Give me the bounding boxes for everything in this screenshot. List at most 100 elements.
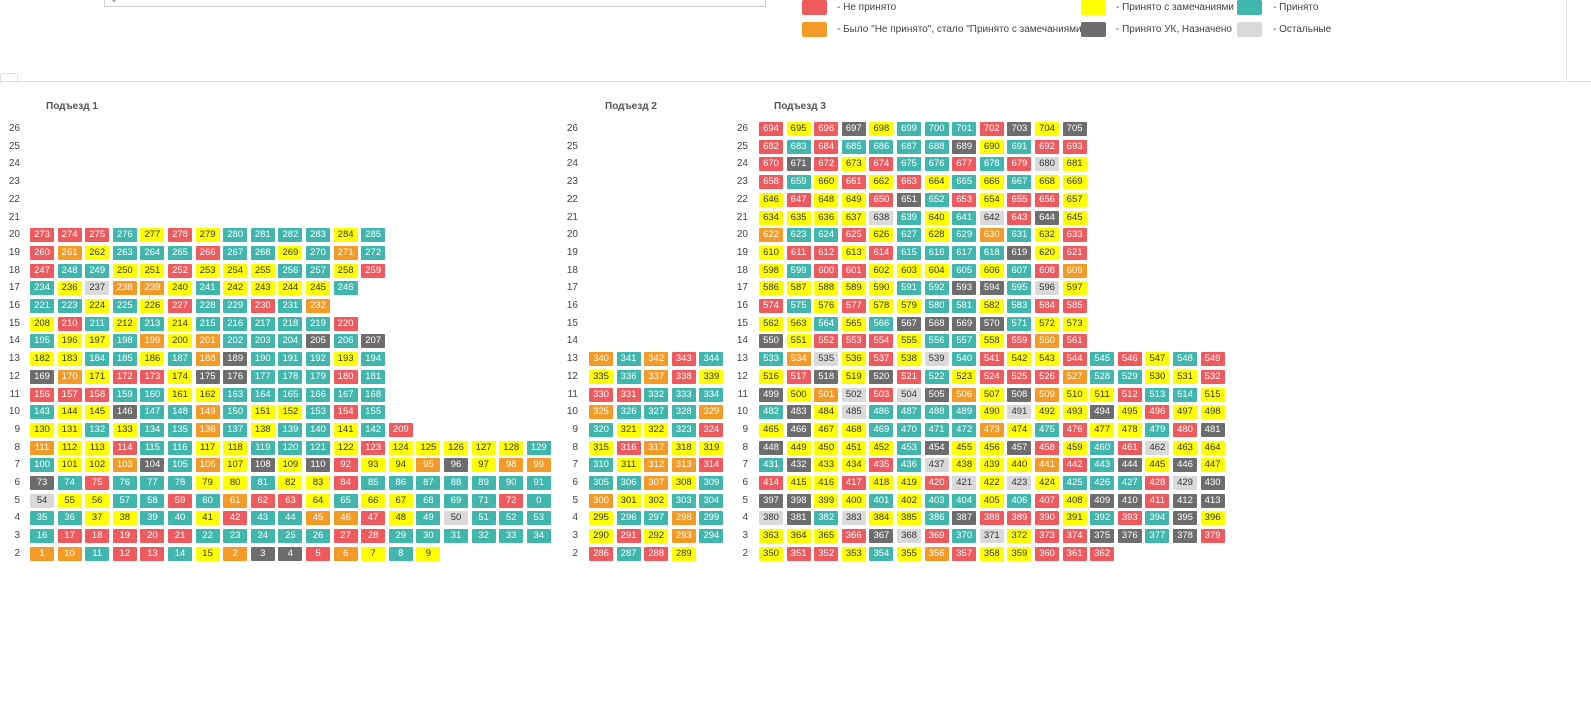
apartment-cell[interactable]: 173 [140, 369, 165, 384]
apartment-cell[interactable]: 238 [112, 281, 137, 296]
apartment-cell[interactable]: 633 [1062, 228, 1087, 243]
apartment-cell[interactable]: 268 [250, 245, 275, 260]
apartment-cell[interactable]: 589 [841, 281, 866, 296]
apartment-cell[interactable]: 512 [1117, 387, 1142, 402]
apartment-cell[interactable]: 316 [616, 440, 641, 455]
apartment-cell[interactable]: 376 [1117, 529, 1142, 544]
apartment-cell[interactable]: 539 [924, 352, 949, 367]
apartment-cell[interactable]: 670 [759, 157, 783, 172]
apartment-cell[interactable]: 500 [786, 387, 811, 402]
apartment-cell[interactable]: 685 [841, 139, 866, 154]
apartment-cell[interactable]: 640 [924, 210, 949, 225]
apartment-cell[interactable]: 166 [306, 387, 330, 402]
apartment-cell[interactable]: 656 [1035, 192, 1059, 207]
apartment-cell[interactable]: 294 [699, 529, 724, 544]
apartment-cell[interactable]: 357 [952, 546, 977, 561]
apartment-cell[interactable]: 224 [85, 299, 110, 313]
apartment-cell[interactable]: 287 [616, 546, 641, 561]
apartment-cell[interactable]: 300 [589, 493, 613, 508]
apartment-cell[interactable]: 266 [195, 245, 220, 260]
apartment-cell[interactable]: 384 [869, 511, 894, 526]
apartment-cell[interactable]: 5 [306, 546, 330, 561]
apartment-cell[interactable]: 179 [306, 369, 330, 384]
apartment-cell[interactable]: 553 [841, 334, 866, 349]
apartment-cell[interactable]: 214 [168, 316, 192, 331]
apartment-cell[interactable]: 153 [306, 405, 330, 420]
apartment-cell[interactable]: 95 [416, 458, 441, 473]
apartment-cell[interactable]: 429 [1173, 476, 1197, 490]
apartment-cell[interactable]: 372 [1007, 529, 1032, 544]
apartment-cell[interactable]: 437 [924, 458, 949, 473]
apartment-cell[interactable]: 367 [869, 529, 894, 544]
apartment-cell[interactable]: 456 [979, 440, 1004, 455]
apartment-cell[interactable]: 426 [1090, 476, 1115, 490]
apartment-cell[interactable]: 431 [759, 458, 783, 473]
apartment-cell[interactable]: 112 [57, 440, 82, 455]
apartment-cell[interactable]: 377 [1145, 529, 1170, 544]
apartment-cell[interactable]: 98 [499, 458, 524, 473]
apartment-cell[interactable]: 219 [306, 316, 330, 331]
apartment-cell[interactable]: 527 [1062, 369, 1087, 384]
apartment-cell[interactable]: 352 [814, 546, 839, 561]
apartment-cell[interactable]: 653 [952, 192, 977, 207]
apartment-cell[interactable]: 506 [952, 387, 977, 402]
apartment-cell[interactable]: 483 [786, 405, 811, 420]
apartment-cell[interactable]: 405 [979, 493, 1004, 508]
apartment-cell[interactable]: 428 [1145, 476, 1170, 490]
apartment-cell[interactable]: 135 [168, 422, 192, 437]
apartment-cell[interactable]: 26 [306, 529, 330, 544]
apartment-cell[interactable]: 215 [195, 316, 220, 331]
apartment-cell[interactable]: 490 [979, 405, 1004, 420]
apartment-cell[interactable]: 232 [306, 299, 330, 313]
apartment-cell[interactable]: 523 [952, 369, 977, 384]
apartment-cell[interactable]: 625 [841, 228, 866, 243]
apartment-cell[interactable]: 418 [869, 476, 894, 490]
apartment-cell[interactable]: 365 [814, 529, 839, 544]
apartment-cell[interactable]: 132 [85, 422, 110, 437]
apartment-cell[interactable]: 226 [140, 299, 165, 313]
apartment-cell[interactable]: 632 [1035, 228, 1059, 243]
apartment-cell[interactable]: 469 [869, 422, 894, 437]
apartment-cell[interactable]: 560 [1035, 334, 1059, 349]
apartment-cell[interactable]: 318 [671, 440, 696, 455]
apartment-cell[interactable]: 302 [644, 493, 669, 508]
apartment-cell[interactable]: 616 [924, 245, 949, 260]
apartment-cell[interactable]: 33 [499, 529, 524, 544]
apartment-cell[interactable]: 194 [361, 352, 386, 367]
apartment-cell[interactable]: 395 [1173, 511, 1197, 526]
apartment-cell[interactable]: 44 [278, 511, 303, 526]
apartment-cell[interactable]: 242 [223, 281, 248, 296]
apartment-cell[interactable]: 148 [168, 405, 192, 420]
apartment-cell[interactable]: 650 [869, 192, 894, 207]
apartment-cell[interactable]: 375 [1090, 529, 1115, 544]
apartment-cell[interactable]: 705 [1062, 122, 1087, 136]
apartment-cell[interactable]: 664 [924, 175, 949, 190]
apartment-cell[interactable]: 46 [333, 511, 358, 526]
apartment-cell[interactable]: 584 [1035, 299, 1059, 313]
apartment-cell[interactable]: 305 [589, 476, 613, 490]
apartment-cell[interactable]: 37 [85, 511, 110, 526]
apartment-cell[interactable]: 54 [30, 493, 54, 508]
apartment-cell[interactable]: 562 [759, 316, 783, 331]
apartment-cell[interactable]: 598 [759, 263, 783, 278]
apartment-cell[interactable]: 258 [333, 263, 358, 278]
apartment-cell[interactable]: 443 [1090, 458, 1115, 473]
apartment-cell[interactable]: 246 [333, 281, 358, 296]
apartment-cell[interactable]: 35 [30, 511, 54, 526]
apartment-cell[interactable]: 504 [897, 387, 921, 402]
apartment-cell[interactable]: 107 [223, 458, 248, 473]
apartment-cell[interactable]: 613 [841, 245, 866, 260]
apartment-cell[interactable]: 336 [616, 369, 641, 384]
apartment-cell[interactable]: 411 [1145, 493, 1170, 508]
apartment-cell[interactable]: 478 [1117, 422, 1142, 437]
apartment-cell[interactable]: 271 [333, 245, 358, 260]
apartment-cell[interactable]: 101 [57, 458, 82, 473]
apartment-cell[interactable]: 594 [979, 281, 1004, 296]
apartment-cell[interactable]: 550 [759, 334, 783, 349]
apartment-cell[interactable]: 200 [168, 334, 192, 349]
apartment-cell[interactable]: 141 [333, 422, 358, 437]
apartment-cell[interactable]: 279 [195, 228, 220, 243]
apartment-cell[interactable]: 398 [786, 493, 811, 508]
apartment-cell[interactable]: 105 [168, 458, 192, 473]
apartment-cell[interactable]: 492 [1035, 405, 1059, 420]
